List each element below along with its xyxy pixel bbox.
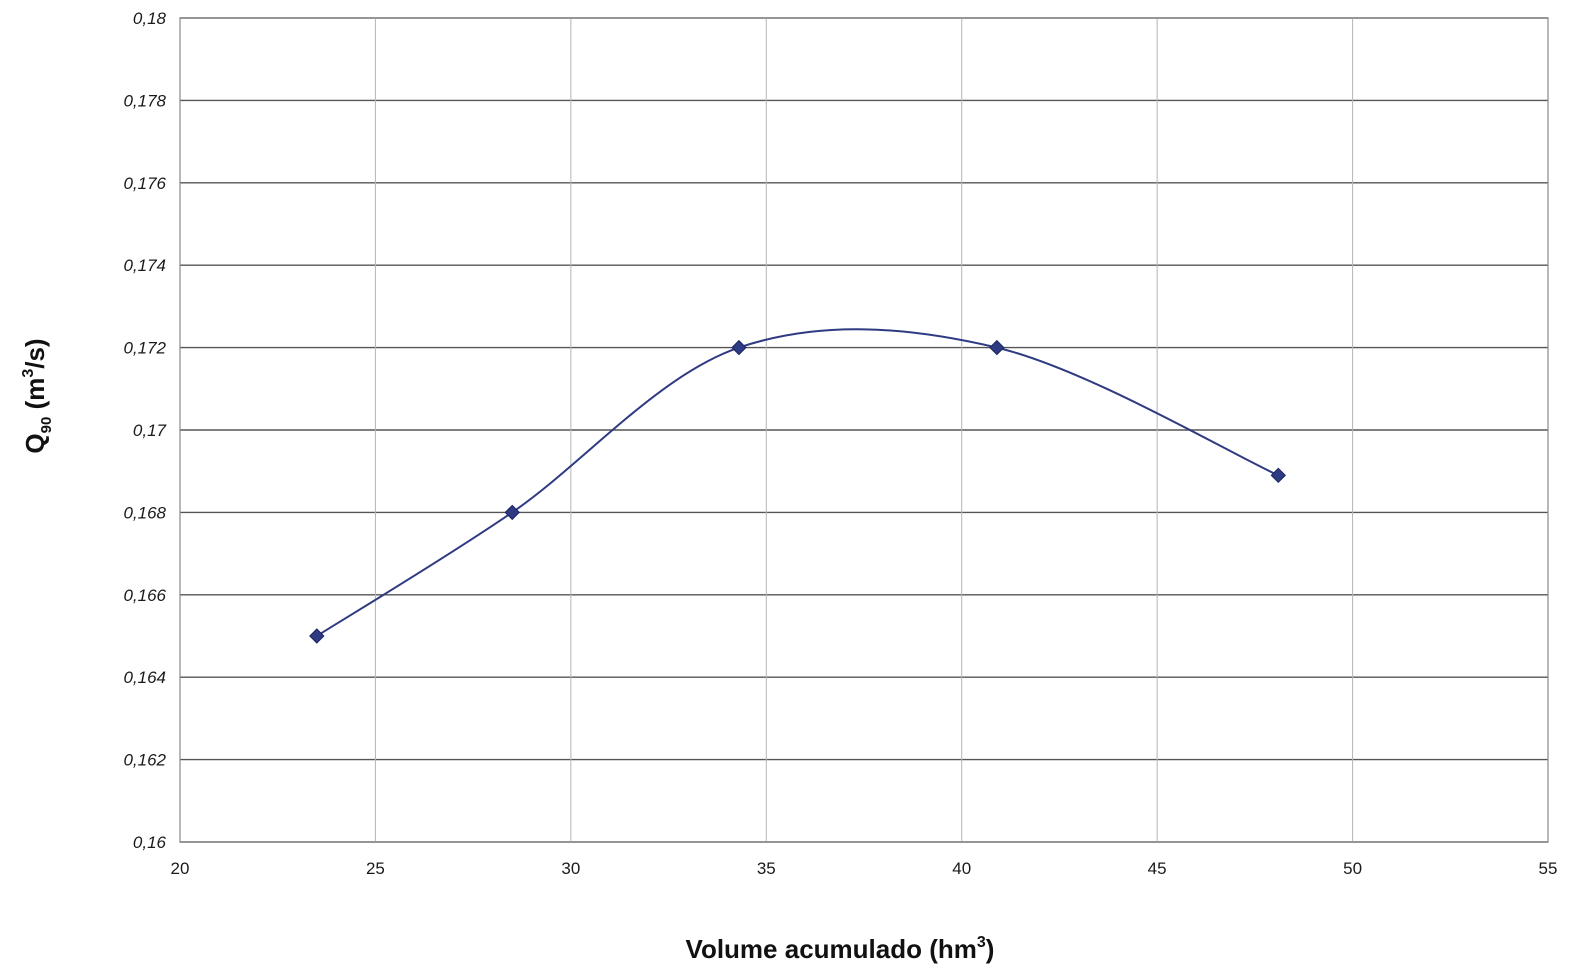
y-tick-label: 0,168 [123, 503, 166, 522]
y-tick-label: 0,174 [123, 256, 166, 275]
series-layer [309, 328, 1287, 644]
x-tick-label: 20 [171, 859, 190, 878]
y-tick-label: 0,164 [123, 668, 166, 687]
data-point-marker [309, 628, 325, 644]
x-tick-label: 40 [952, 859, 971, 878]
y-tick-label: 0,178 [123, 91, 166, 110]
x-tick-label: 35 [757, 859, 776, 878]
x-tick-label: 45 [1148, 859, 1167, 878]
gridlines [179, 17, 1549, 843]
data-point-marker [989, 339, 1005, 356]
x-axis-title-main: Volume acumulado (hm [686, 934, 977, 964]
y-tick-label: 0,166 [123, 586, 166, 605]
plot-area-frame [179, 17, 1549, 843]
y-tick-label: 0,18 [133, 9, 167, 28]
x-axis-title-tail: ) [986, 934, 995, 964]
x-tick-label: 25 [366, 859, 385, 878]
y-tick-label: 0,162 [123, 751, 166, 770]
x-tick-label: 55 [1539, 859, 1558, 878]
y-axis-title-subscript: 90 [38, 417, 55, 434]
y-axis-title-middle: (m [20, 378, 50, 417]
y-tick-label: 0,17 [133, 421, 167, 440]
data-point-marker [1270, 467, 1287, 484]
y-axis-ticks: 0,16 0,162 0,164 0,166 0,168 0,17 0,172 0,174 0,… [123, 9, 166, 852]
series-line [316, 328, 1279, 637]
data-point-marker [504, 504, 520, 521]
y-tick-label: 0,16 [133, 833, 167, 852]
y-axis-title: Q90 (m3/s) [20, 338, 55, 453]
x-axis-title: Volume acumulado (hm3) [686, 934, 995, 964]
y-axis-title-tail: /s) [20, 338, 50, 368]
y-tick-label: 0,176 [123, 174, 166, 193]
y-axis-title-superscript: 3 [20, 369, 37, 378]
data-point-marker [731, 339, 747, 356]
x-tick-label: 50 [1343, 859, 1362, 878]
x-tick-label: 30 [561, 859, 580, 878]
y-axis-title-main: Q [20, 433, 50, 453]
x-axis-title-superscript: 3 [977, 934, 986, 951]
x-axis-ticks: 20 25 30 35 40 45 50 55 [171, 859, 1558, 878]
y-tick-label: 0,172 [123, 339, 166, 358]
